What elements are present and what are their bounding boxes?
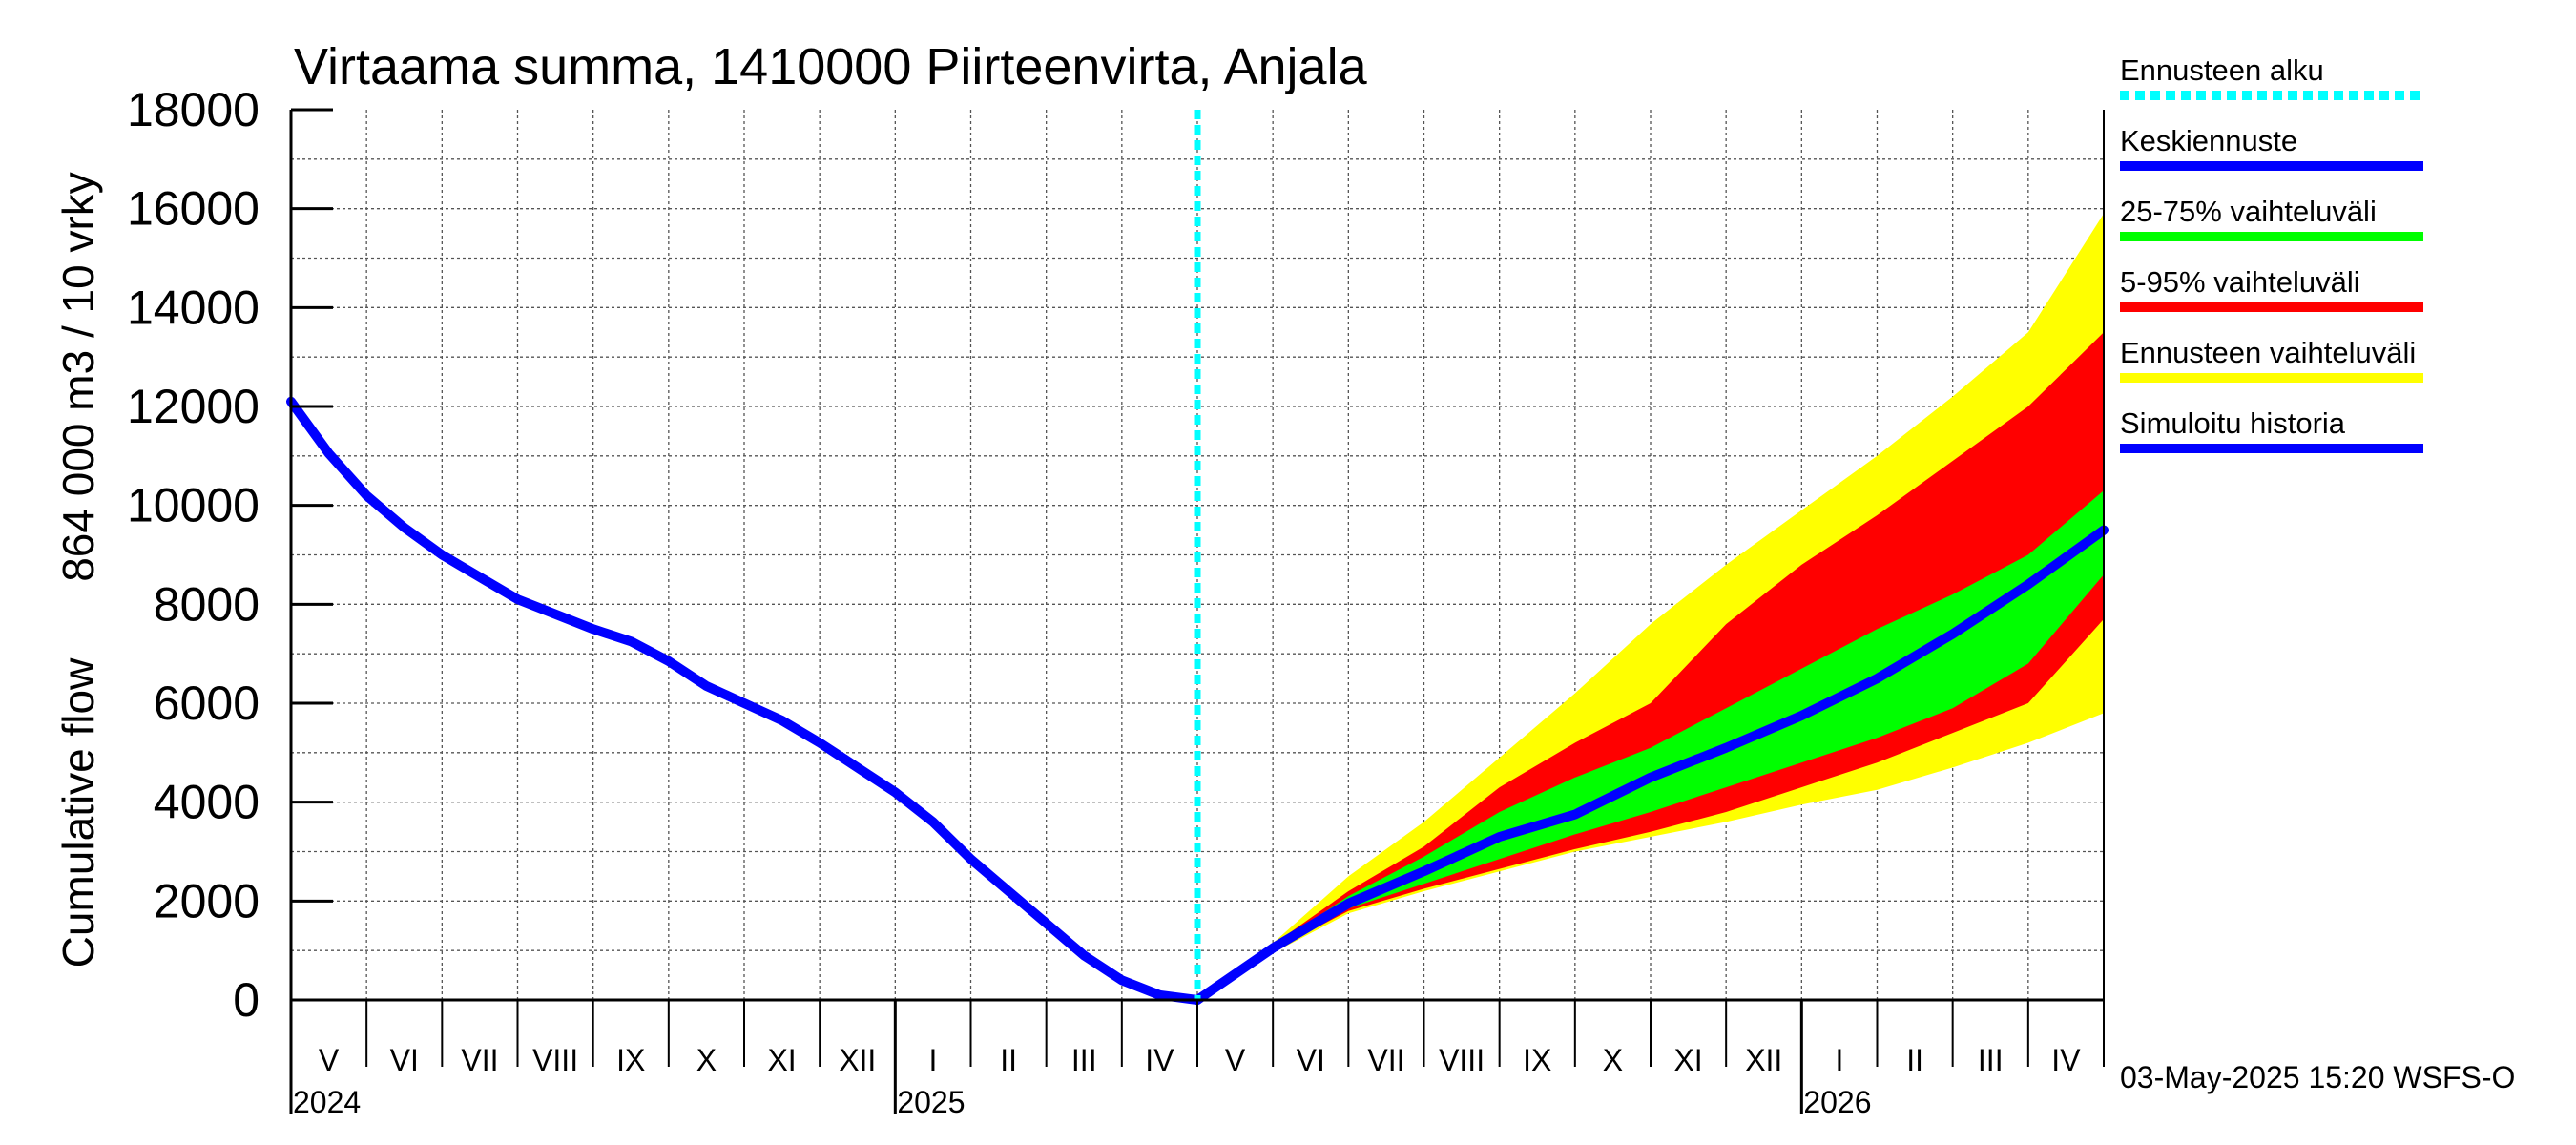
month-label: IX [616,1043,645,1077]
y-axis-label-top: 864 000 m3 / 10 vrky [53,172,103,582]
year-label: 2026 [1803,1085,1871,1119]
y-tick-label: 12000 [127,380,260,433]
legend-label: Simuloitu historia [2120,406,2346,440]
y-tick-label: 0 [233,973,260,1027]
y-tick-label: 16000 [127,182,260,236]
series-lines [286,110,2109,1005]
month-label: IV [1145,1043,1174,1077]
month-label: VII [461,1043,498,1077]
y-ticks: 0 2000 4000 6000 8000 10000 12000 14000 16000 180… [127,83,333,1027]
month-label: V [1225,1043,1246,1077]
month-label: IV [2051,1043,2081,1077]
legend-label: Keskiennuste [2120,124,2297,157]
y-tick-label: 10000 [127,479,260,532]
year-label: 2025 [897,1085,965,1119]
y-tick-label: 14000 [127,281,260,334]
legend: Ennusteen alku Keskiennuste 25-75% vaihtel… [2120,53,2423,453]
series-line-keskiennuste [1193,525,2109,1005]
month-label: VI [390,1043,419,1077]
month-label: II [1906,1043,1923,1077]
month-label: I [928,1043,937,1077]
legend-label: 5-95% vaihteluväli [2120,265,2360,299]
month-label: II [1000,1043,1017,1077]
month-label: VIII [532,1043,578,1077]
y-tick-label: 8000 [154,577,260,631]
month-label: III [1071,1043,1097,1077]
y-tick-label: 18000 [127,83,260,136]
month-label: XII [839,1043,876,1077]
y-tick-label: 6000 [154,677,260,730]
month-label: V [319,1043,340,1077]
month-label: X [1603,1043,1623,1077]
month-label: III [1978,1043,2004,1077]
chart-title: Virtaama summa, 1410000 Piirteenvirta, A… [294,38,1368,95]
month-label: IX [1523,1043,1551,1077]
legend-label: Ennusteen vaihteluväli [2120,336,2416,369]
series-line-simuloitu-historia [286,396,1202,1005]
x-ticks: V VI VII VIII IX X XI XII I II III IV V VI VII VIII IX X X… [289,1000,2105,1119]
month-label: VI [1297,1043,1325,1077]
month-label: VII [1367,1043,1404,1077]
y-axis-label-bottom: Cumulative flow [53,657,103,968]
month-label: VIII [1439,1043,1485,1077]
month-label: XII [1745,1043,1782,1077]
legend-label: 25-75% vaihteluväli [2120,195,2377,228]
year-label: 2024 [293,1085,361,1119]
month-label: XI [1673,1043,1702,1077]
y-tick-label: 4000 [154,776,260,829]
legend-label: Ennusteen alku [2120,53,2324,87]
month-label: XI [767,1043,796,1077]
month-label: X [696,1043,717,1077]
month-label: I [1835,1043,1843,1077]
y-tick-label: 2000 [154,874,260,927]
footer-timestamp: 03-May-2025 15:20 WSFS-O [2120,1060,2515,1094]
